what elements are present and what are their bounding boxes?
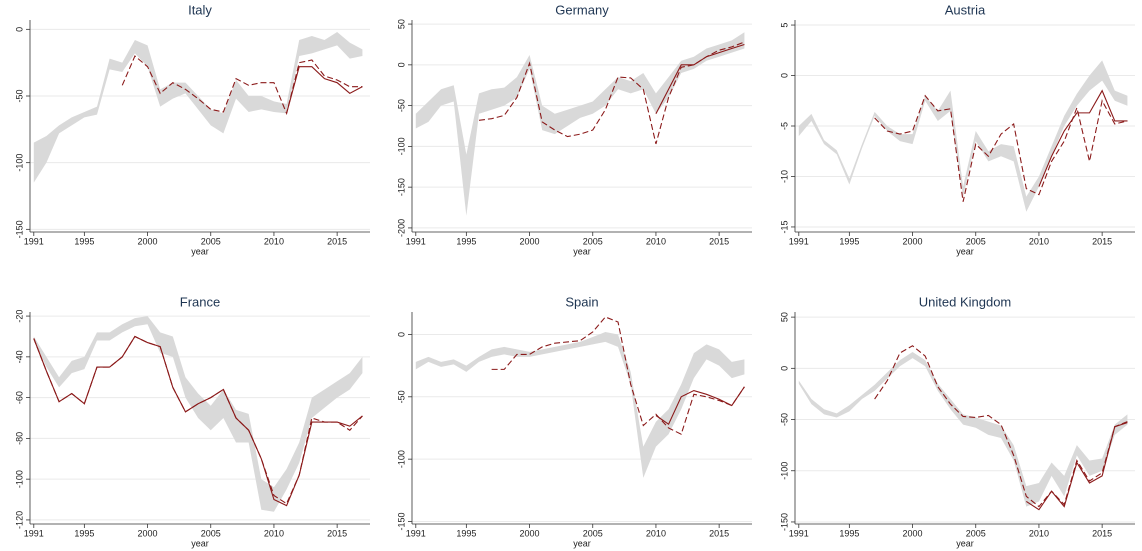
x-tick-label: 1995	[74, 236, 94, 246]
x-tick-label: 2005	[966, 528, 986, 538]
range-band	[798, 60, 1128, 212]
x-tick-label: 2015	[1092, 528, 1112, 538]
y-tick-label: 0	[396, 332, 406, 337]
panel-title: Austria	[945, 2, 986, 17]
x-tick-label: 2000	[520, 236, 540, 246]
x-axis-title: year	[573, 246, 591, 256]
y-tick-label: 0	[396, 62, 406, 67]
y-tick-label: -150	[396, 178, 406, 196]
x-tick-label: 2000	[520, 528, 540, 538]
x-tick-label: 1995	[839, 528, 859, 538]
x-tick-label: 1991	[406, 236, 426, 246]
y-tick-label: -150	[396, 512, 406, 530]
y-tick-label: -60	[14, 391, 24, 404]
x-tick-label: 2010	[1029, 236, 1049, 246]
y-tick-label: -100	[14, 154, 24, 172]
y-tick-label: -150	[779, 513, 789, 531]
x-tick-label: 2000	[903, 236, 923, 246]
x-tick-label: 2005	[583, 236, 603, 246]
y-tick-label: -40	[14, 350, 24, 363]
range-band	[33, 32, 363, 183]
dashed-line	[874, 345, 1128, 508]
dashed-line	[874, 94, 1128, 202]
x-tick-label: 2015	[709, 236, 729, 246]
y-tick-label: -50	[779, 413, 789, 426]
y-tick-label: -150	[14, 220, 24, 238]
y-tick-label: -100	[396, 137, 406, 155]
x-tick-label: 2005	[966, 236, 986, 246]
y-tick-label: -100	[396, 450, 406, 468]
y-tick-label: 50	[779, 312, 789, 322]
panel-title: France	[180, 294, 220, 309]
x-tick-label: 2015	[709, 528, 729, 538]
range-band	[798, 351, 1128, 507]
dashed-line	[33, 335, 363, 505]
x-tick-label: 2010	[646, 236, 666, 246]
y-tick-label: -200	[396, 219, 406, 237]
x-tick-label: 2010	[646, 528, 666, 538]
y-tick-label: -20	[14, 310, 24, 323]
y-tick-label: -100	[779, 462, 789, 480]
x-tick-label: 1991	[406, 528, 426, 538]
y-tick-label: -15	[779, 220, 789, 233]
x-axis-title: year	[956, 538, 974, 548]
y-tick-label: -80	[14, 432, 24, 445]
x-tick-label: 1991	[24, 528, 44, 538]
solid-line	[1038, 89, 1128, 187]
x-tick-label: 2015	[327, 528, 347, 538]
x-tick-label: 2015	[1092, 236, 1112, 246]
y-tick-label: -120	[14, 511, 24, 529]
x-tick-label: 2005	[201, 528, 221, 538]
dashed-line	[491, 316, 745, 435]
x-tick-label: 1995	[74, 528, 94, 538]
x-tick-label: 2015	[327, 236, 347, 246]
x-tick-label: 2000	[138, 236, 158, 246]
x-tick-label: 2000	[138, 528, 158, 538]
x-axis-title: year	[573, 538, 591, 548]
y-tick-label: -50	[14, 89, 24, 102]
x-axis-title: year	[191, 246, 209, 256]
y-tick-label: 0	[779, 73, 789, 78]
x-tick-label: 2000	[903, 528, 923, 538]
x-tick-label: 2010	[1029, 528, 1049, 538]
x-tick-label: 2005	[201, 236, 221, 246]
x-tick-label: 1995	[456, 528, 476, 538]
x-axis-title: year	[191, 538, 209, 548]
x-tick-label: 1991	[789, 528, 809, 538]
y-tick-label: -50	[396, 99, 406, 112]
y-tick-label: 0	[779, 366, 789, 371]
range-band	[415, 32, 745, 216]
x-tick-label: 2010	[264, 236, 284, 246]
y-tick-label: 50	[396, 19, 406, 29]
panel-title: Spain	[565, 294, 598, 309]
y-tick-label: 0	[14, 27, 24, 32]
dashed-line	[121, 55, 363, 116]
x-tick-label: 1991	[789, 236, 809, 246]
panel-title: United Kingdom	[919, 294, 1012, 309]
x-tick-label: 1991	[24, 236, 44, 246]
y-tick-label: -5	[779, 122, 789, 130]
x-tick-label: 1995	[839, 236, 859, 246]
y-tick-label: -10	[779, 170, 789, 183]
x-axis-title: year	[956, 246, 974, 256]
x-tick-label: 2005	[583, 528, 603, 538]
dashed-line	[478, 41, 745, 145]
x-tick-label: 1995	[456, 236, 476, 246]
x-tick-label: 2010	[264, 528, 284, 538]
panel-title: Italy	[188, 2, 212, 17]
range-band	[33, 316, 363, 512]
y-tick-label: -100	[14, 470, 24, 488]
y-tick-label: -50	[396, 390, 406, 403]
panel-title: Germany	[555, 2, 609, 17]
y-tick-label: 5	[779, 23, 789, 28]
range-band	[415, 331, 745, 478]
solid-line	[286, 66, 363, 114]
